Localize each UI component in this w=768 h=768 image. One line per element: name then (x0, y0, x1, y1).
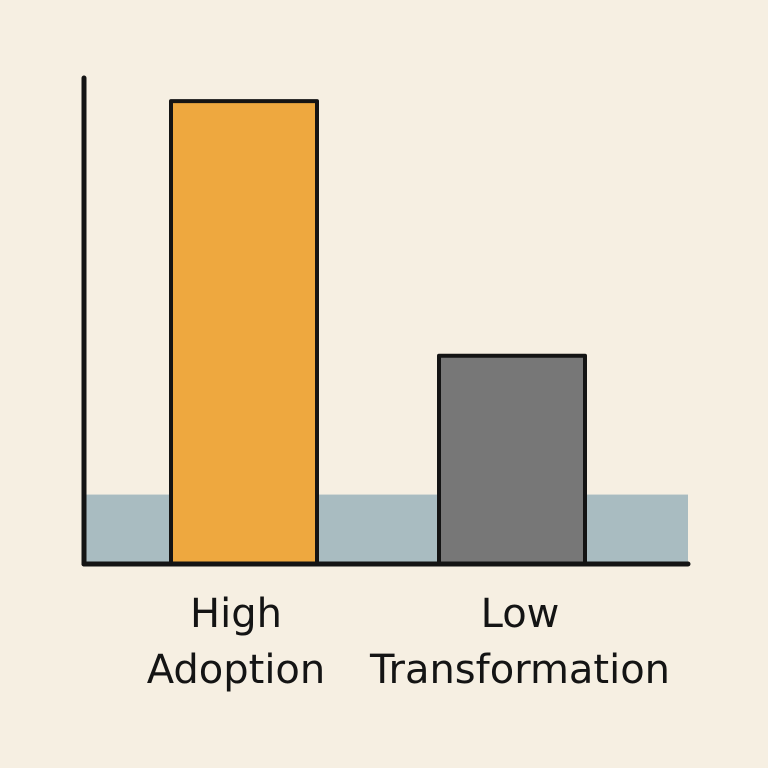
category-labels: High Adoption Low Transformation (147, 591, 670, 693)
bar-group (169, 99, 587, 567)
category-label-0-line-0: High (190, 591, 282, 637)
category-label-1-line-1: Transformation (369, 647, 670, 693)
bar-1 (437, 353, 587, 567)
category-label-0-line-1: Adoption (147, 647, 326, 693)
category-label-1-line-0: Low (481, 591, 560, 637)
bar-0 (169, 99, 319, 567)
